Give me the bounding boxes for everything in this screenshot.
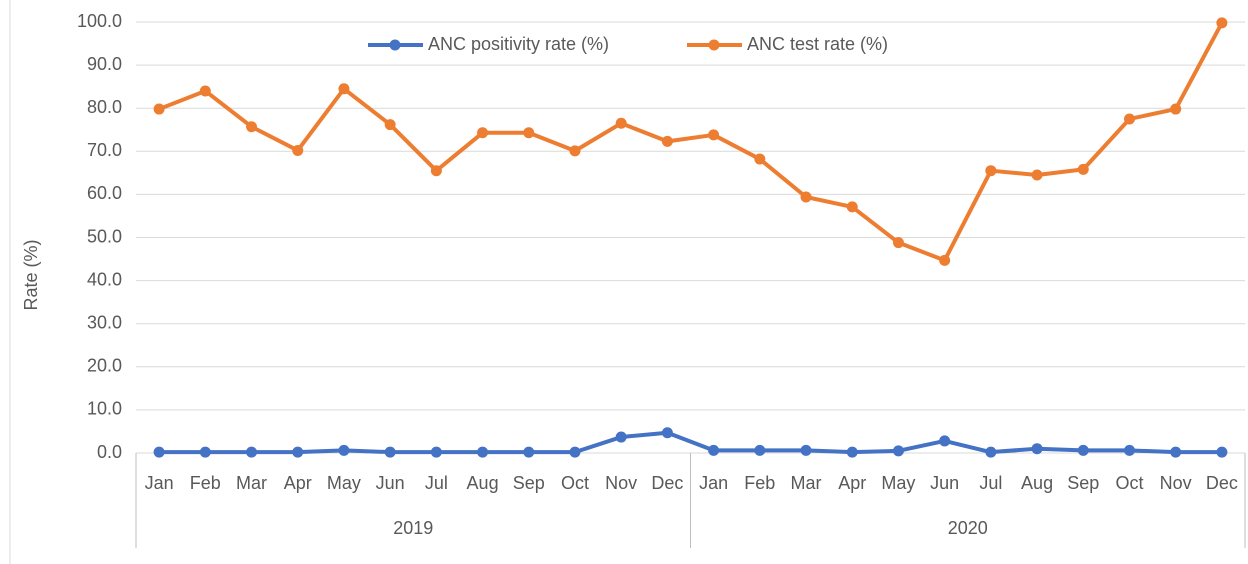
x-tick-label: Jun [930, 473, 959, 493]
y-tick-label: 30.0 [87, 312, 122, 332]
x-tick-label: May [327, 473, 361, 493]
legend-marker [708, 39, 720, 51]
data-point [569, 145, 581, 157]
data-point [754, 444, 766, 456]
x-tick-label: Nov [1160, 473, 1192, 493]
data-point [1031, 169, 1043, 181]
data-point [1170, 103, 1182, 115]
data-point [384, 119, 396, 131]
y-tick-label: 20.0 [87, 356, 122, 376]
y-tick-label: 10.0 [87, 399, 122, 419]
x-tick-label: Oct [561, 473, 589, 493]
x-tick-label: Sep [1067, 473, 1099, 493]
legend-marker [389, 39, 401, 51]
y-tick-label: 0.0 [97, 442, 122, 462]
data-point [846, 201, 858, 213]
data-point [153, 446, 165, 458]
data-point [477, 127, 489, 139]
y-axis-label: Rate (%) [21, 239, 41, 310]
data-point [523, 127, 535, 139]
data-point [939, 435, 951, 447]
data-point [430, 165, 442, 177]
x-tick-label: Dec [651, 473, 683, 493]
data-point [199, 85, 211, 97]
data-point [1123, 113, 1135, 125]
data-point [1216, 446, 1228, 458]
x-tick-label: Sep [513, 473, 545, 493]
data-point [1123, 444, 1135, 456]
data-point [1077, 444, 1089, 456]
data-point [892, 445, 904, 457]
data-point [246, 446, 258, 458]
x-tick-label: Jul [979, 473, 1002, 493]
data-point [1170, 446, 1182, 458]
data-point [892, 237, 904, 249]
data-point [338, 444, 350, 456]
data-point [477, 446, 489, 458]
x-tick-label: Feb [190, 473, 221, 493]
data-point [985, 165, 997, 177]
x-tick-label: Nov [605, 473, 637, 493]
data-point [846, 446, 858, 458]
data-point [153, 103, 165, 115]
data-point [615, 117, 627, 129]
x-tick-label: Mar [236, 473, 267, 493]
data-point [199, 446, 211, 458]
x-tick-label: Jan [145, 473, 174, 493]
data-point [708, 444, 720, 456]
y-tick-label: 60.0 [87, 183, 122, 203]
x-tick-label: Dec [1206, 473, 1238, 493]
data-point [523, 446, 535, 458]
x-tick-label: Jul [425, 473, 448, 493]
data-point [661, 135, 673, 147]
data-point [1031, 443, 1043, 455]
data-point [338, 83, 350, 95]
legend-label: ANC test rate (%) [747, 34, 888, 54]
y-tick-label: 100.0 [77, 11, 122, 31]
y-tick-label: 90.0 [87, 54, 122, 74]
x-tick-label: May [881, 473, 915, 493]
data-point [939, 254, 951, 266]
data-point [292, 144, 304, 156]
x-tick-label: Apr [284, 473, 312, 493]
data-point [754, 153, 766, 165]
x-tick-label: Jun [376, 473, 405, 493]
x-group-label: 2020 [948, 518, 988, 538]
data-point [246, 121, 258, 133]
data-point [384, 446, 396, 458]
x-tick-label: Mar [791, 473, 822, 493]
data-point [569, 446, 581, 458]
x-tick-label: Apr [838, 473, 866, 493]
data-point [615, 431, 627, 443]
x-group-label: 2019 [393, 518, 433, 538]
legend-label: ANC positivity rate (%) [428, 34, 609, 54]
data-point [661, 427, 673, 439]
data-point [708, 129, 720, 141]
data-point [1216, 17, 1228, 29]
series-line [158, 21, 1224, 263]
y-tick-label: 50.0 [87, 226, 122, 246]
y-tick-label: 70.0 [87, 140, 122, 160]
x-tick-label: Oct [1115, 473, 1143, 493]
series-line [159, 430, 1222, 455]
x-tick-label: Aug [1021, 473, 1053, 493]
data-point [292, 446, 304, 458]
y-tick-label: 40.0 [87, 269, 122, 289]
x-tick-label: Jan [699, 473, 728, 493]
data-point [430, 446, 442, 458]
x-tick-label: Feb [744, 473, 775, 493]
data-point [985, 446, 997, 458]
data-point [1077, 163, 1089, 175]
x-tick-label: Aug [467, 473, 499, 493]
y-tick-label: 80.0 [87, 97, 122, 117]
data-point [800, 191, 812, 203]
data-point [800, 444, 812, 456]
